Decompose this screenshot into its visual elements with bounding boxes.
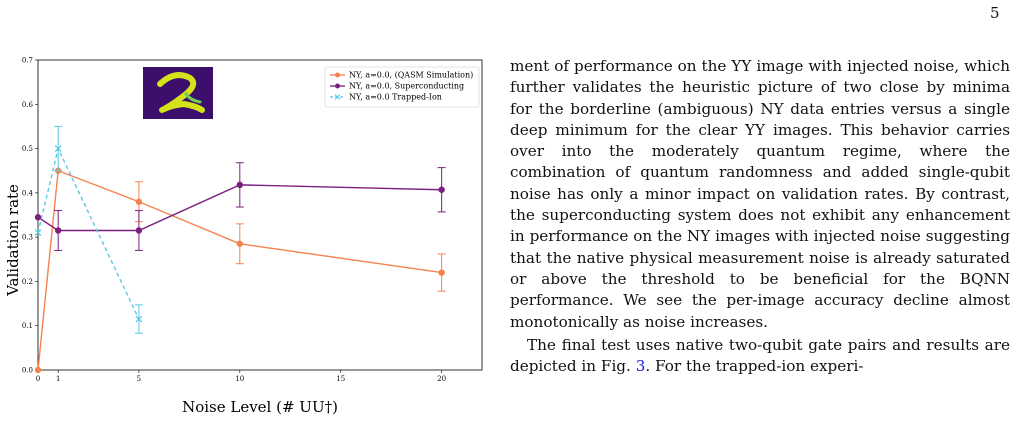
y-tick-label: 0.3 (22, 234, 33, 242)
data-point (54, 145, 62, 152)
y-tick-label: 0.6 (22, 101, 34, 109)
validation-rate-chart: 0 1 5 10 15 200.00.10.20.30.40.50.60.7 NY, a=… (4, 57, 483, 416)
x-tick-label: 10 (235, 375, 244, 383)
chart-legend: NY, a=0.0, (QASM Simulation) NY, a=0.0, S… (324, 66, 480, 108)
data-point (135, 315, 143, 323)
chart-series (34, 125, 446, 374)
chart-ticks: 0 1 5 10 15 200.00.10.20.30.40.50.60.7 (22, 57, 446, 384)
y-tick-label: 0.7 (22, 57, 33, 65)
legend-label: NY, a=0.0, (QASM Simulation) (349, 71, 473, 80)
x-tick-label: 0 (36, 375, 40, 383)
data-point (135, 198, 143, 205)
paragraph-2: The final test uses native two-qubit gat… (510, 335, 1010, 378)
data-point (236, 181, 244, 189)
x-tick-label: 1 (56, 375, 60, 383)
legend-label: NY, a=0.0 Trapped-Ion (349, 93, 442, 102)
legend-label: NY, a=0.0, Superconducting (349, 82, 464, 91)
data-point (438, 186, 445, 193)
data-point (34, 214, 42, 221)
y-tick-label: 0.0 (22, 367, 33, 375)
legend-box (324, 66, 480, 108)
legend-marker (335, 83, 340, 89)
x-tick-label: 15 (336, 375, 345, 383)
inset-digit-image (143, 67, 213, 119)
figure-ref-link[interactable]: 3 (635, 357, 646, 376)
series-2 (34, 162, 446, 251)
body-text-column: ment of performance on the YY image with… (510, 56, 1010, 377)
legend-marker (334, 94, 341, 100)
y-axis-label: Validation rate (4, 184, 22, 297)
y-tick-label: 0.5 (22, 145, 33, 153)
legend-marker (335, 72, 340, 78)
y-tick-label: 0.2 (22, 278, 33, 286)
y-tick-label: 0.1 (22, 322, 33, 330)
paragraph-2-end: . For the trapped-ion experi- (645, 357, 864, 376)
data-point (135, 227, 143, 234)
data-point (54, 227, 62, 234)
series-line (37, 146, 140, 320)
y-tick-label: 0.4 (22, 189, 34, 197)
page-number: 5 (990, 4, 1000, 22)
data-point (34, 229, 42, 237)
data-point (438, 269, 445, 276)
series-3 (34, 125, 143, 334)
x-axis-label: Noise Level (# UU†) (182, 398, 338, 416)
data-point (236, 240, 244, 247)
paragraph-1: ment of performance on the YY image with… (510, 57, 1010, 331)
data-point (34, 366, 42, 374)
paragraph-2-start: The final test uses native two-qubit gat… (510, 335, 1010, 376)
x-tick-label: 20 (437, 375, 446, 383)
x-tick-label: 5 (137, 375, 141, 383)
